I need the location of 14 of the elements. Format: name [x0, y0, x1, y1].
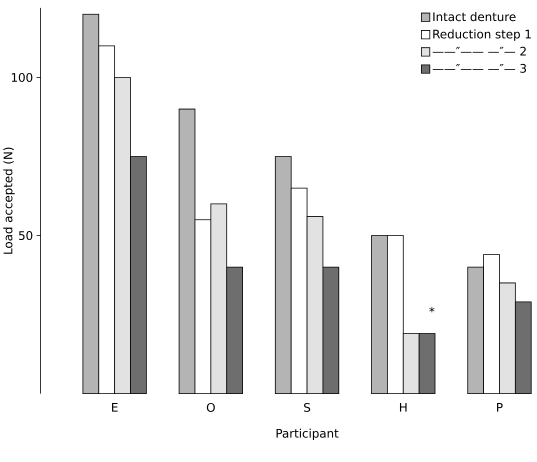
x-tick-label: O — [206, 403, 215, 412]
legend-label: Reduction step 1 — [433, 29, 531, 41]
x-tick-label: E — [112, 403, 118, 412]
legend-label: Intact denture — [433, 12, 516, 22]
y-axis-title: Load accepted (N) — [3, 148, 15, 254]
y-tick-label: 100 — [12, 73, 32, 82]
annotation: * — [429, 307, 434, 312]
legend-label: ——″—— —″— 3 — [432, 64, 526, 73]
legend-label: ——″—— —″— 2 — [432, 46, 526, 56]
x-tick-label: S — [304, 403, 310, 412]
x-tick-label: P — [497, 403, 503, 412]
x-axis-title: Participant — [276, 428, 338, 440]
x-tick-label: H — [400, 403, 407, 412]
y-tick-label: 50 — [18, 231, 32, 240]
